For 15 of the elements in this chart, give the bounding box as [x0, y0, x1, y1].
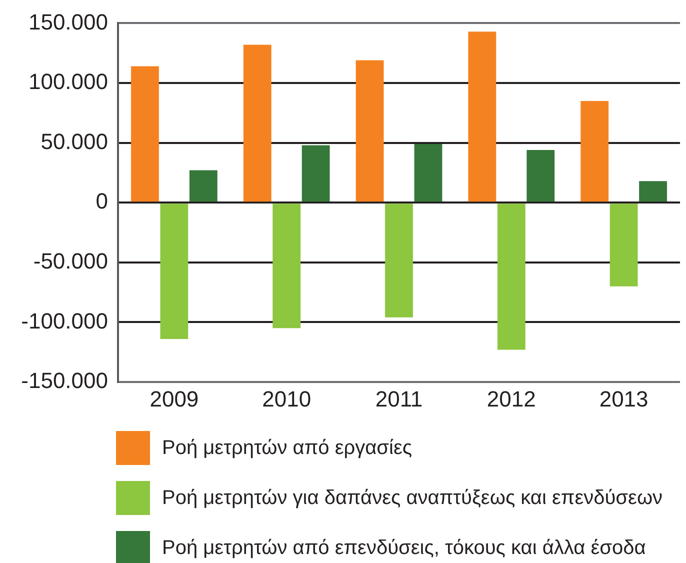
- y-tick-label: -100.000: [21, 308, 108, 334]
- x-tick-label: 2010: [262, 386, 312, 412]
- x-tick-label: 2012: [486, 386, 536, 412]
- y-tick-label: 100.000: [28, 69, 108, 94]
- y-tick-label: -50.000: [33, 248, 108, 274]
- legend-label: Ροή μετρητών από εργασίες: [162, 436, 412, 460]
- legend-label: Ροή μετρητών από επενδύσεις, τόκους και άλλα έσοδα: [162, 536, 646, 560]
- x-tick-label: 2013: [599, 386, 648, 412]
- y-tick-label: 50.000: [40, 128, 108, 154]
- y-tick-label: 150.000: [28, 9, 108, 34]
- y-tick-label: -150.000: [21, 368, 108, 394]
- y-tick-label: 0: [96, 188, 108, 214]
- x-tick-label: 2011: [375, 386, 423, 412]
- x-tick-label: 2009: [150, 386, 199, 412]
- legend-label: Ροή μετρητών για δαπάνες αναπτύξεως και επενδύσεων: [162, 486, 663, 510]
